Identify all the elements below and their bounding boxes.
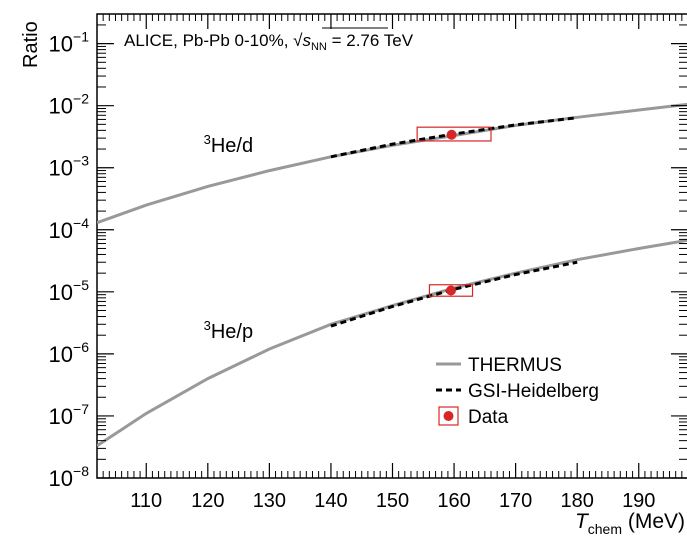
header-s: s	[302, 31, 311, 50]
legend-marker-box	[438, 406, 459, 426]
x-tick-label: 190	[622, 490, 655, 512]
chart-header: ALICE, Pb-Pb 0-10%, √sNN = 2.76 TeV	[124, 31, 414, 53]
x-tick-label: 180	[561, 490, 594, 512]
x-label-sub: chem	[588, 521, 622, 537]
curve-label-1: 3He/d	[204, 132, 253, 157]
curve-label-2: 3He/p	[204, 318, 253, 343]
header-sub: NN	[311, 41, 327, 53]
y-tick-label: 10−7	[49, 401, 90, 429]
y-tick-label: 10−8	[49, 463, 90, 491]
y-tick-label: 10−3	[49, 153, 90, 181]
thermus-curve-2	[97, 238, 687, 448]
x-tick-label: 110	[130, 490, 162, 512]
x-tick-label: 140	[314, 490, 347, 512]
x-tick-label: 160	[437, 490, 470, 512]
legend-marker-dot	[443, 411, 454, 421]
y-axis-label: Ratio	[20, 21, 42, 68]
y-tick-label: 10−1	[49, 29, 90, 57]
gsi-heidelberg-curve-2	[330, 260, 578, 328]
legend-label-1: THERMUS	[468, 355, 562, 376]
x-tick-label: 150	[376, 490, 409, 512]
x-axis: 110 120 130 140 150 160 170 180 190	[96, 14, 683, 512]
x-tick-label: 170	[499, 490, 532, 512]
legend-label-3: Data	[468, 407, 509, 428]
header-suffix: = 2.76 TeV	[327, 31, 414, 50]
y-tick-label: 10−5	[49, 277, 90, 305]
thermus-curve-1	[97, 102, 687, 225]
data-point-2	[445, 285, 456, 296]
header-prefix: ALICE, Pb-Pb 0-10%,	[124, 31, 293, 50]
y-tick-label: 10−4	[49, 215, 90, 243]
x-tick-label: 120	[191, 490, 224, 512]
data-syst-box-1	[416, 126, 492, 142]
y-tick-label: 10−6	[49, 339, 90, 367]
y-tick-label: 10−2	[49, 91, 90, 119]
plot-frame	[96, 13, 687, 479]
data-syst-box-2	[428, 284, 474, 297]
data-point-1	[446, 129, 457, 140]
legend: THERMUS GSI-Heidelberg Data	[436, 355, 599, 428]
legend-label-2: GSI-Heidelberg	[468, 381, 599, 402]
x-label-main: T	[575, 510, 590, 533]
header-sqrt: √	[293, 31, 303, 50]
x-axis-label: Tchem (MeV)	[575, 510, 685, 537]
x-label-unit: (MeV)	[622, 510, 685, 533]
x-tick-label: 130	[253, 490, 286, 512]
